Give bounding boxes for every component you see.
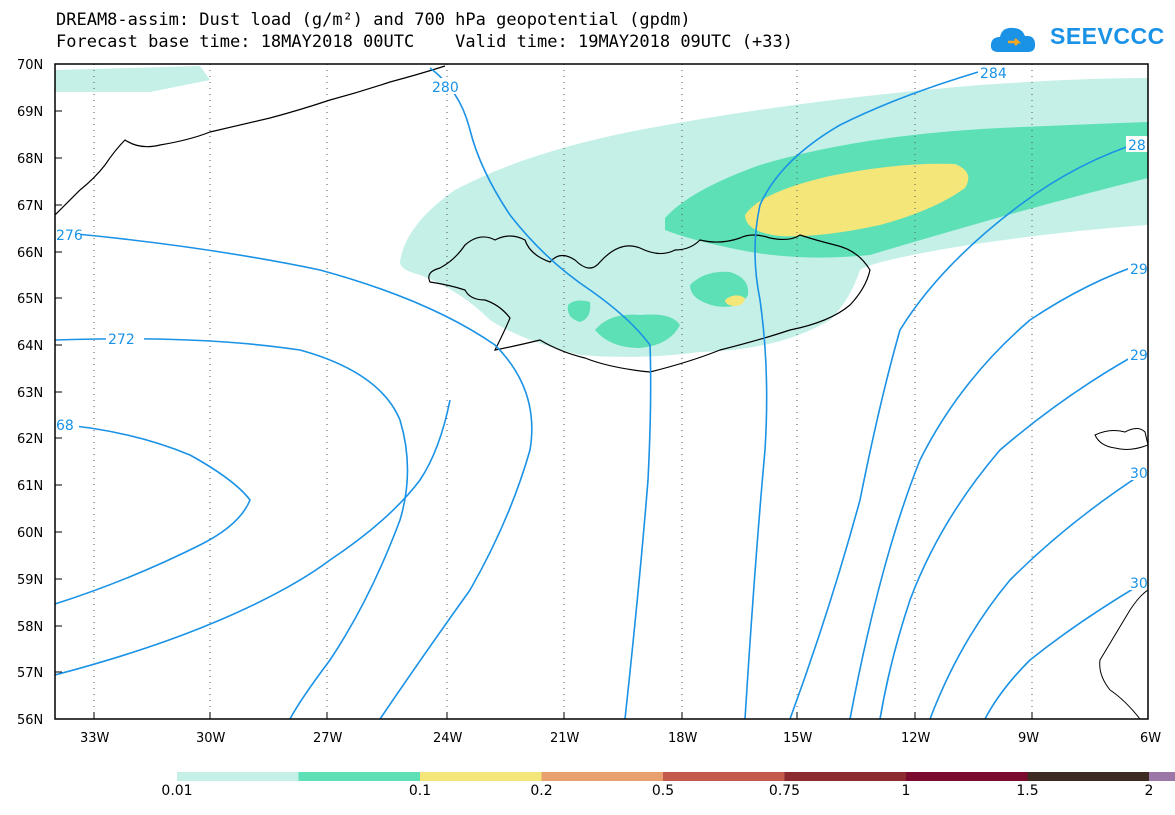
dust-area-0.2 [745, 163, 969, 237]
contour-label-29b: 29 [1130, 348, 1148, 364]
lat-label: 56N [17, 713, 43, 728]
lon-label: 9W [1018, 731, 1039, 746]
coastline-scotland [1099, 589, 1148, 719]
lon-label: 15W [783, 731, 813, 746]
lon-label: 27W [313, 731, 343, 746]
colorbar-swatch [1149, 772, 1175, 781]
dust-area-0.1-d [567, 300, 591, 322]
contour-label-29a: 29 [1130, 262, 1148, 278]
lat-label: 58N [17, 620, 43, 635]
colorbar [177, 772, 1175, 781]
lat-labels: 70N 69N 68N 67N 66N 65N 64N 63N 62N 61N … [17, 58, 43, 728]
lat-label: 60N [17, 526, 43, 541]
map-subtitle: Forecast base time: 18MAY2018 00UTC Vali… [56, 32, 793, 52]
lat-label: 68N [17, 152, 43, 167]
contour-label-30b: 30 [1130, 576, 1148, 592]
dust-area-0.01 [55, 66, 210, 92]
colorbar-label: 0.5 [651, 783, 675, 799]
coastline-iceland [428, 234, 871, 373]
colorbar-label: 2 [1144, 783, 1154, 799]
colorbar-label: 1.5 [1016, 783, 1039, 799]
colorbar-label: 0.1 [408, 783, 432, 799]
colorbar-swatch [906, 772, 1028, 781]
lat-label: 69N [17, 105, 43, 120]
lat-label: 62N [17, 432, 43, 447]
colorbar-swatch [1027, 772, 1150, 781]
dust-area-0.2-b [725, 295, 745, 306]
lon-labels: 33W 30W 27W 24W 21W 18W 15W 12W 9W 6W [80, 731, 1161, 746]
geopotential-contours [55, 67, 1148, 719]
colorbar-swatch [177, 772, 299, 781]
lat-axis [55, 63, 62, 673]
lat-label: 59N [17, 573, 43, 588]
map-title: DREAM8-assim: Dust load (g/m²) and 700 h… [56, 10, 691, 30]
contour-labels: 280 284 28 276 29 272 29 68 30 30 [55, 64, 1148, 592]
coastline-faroe [1094, 428, 1148, 450]
lat-label: 63N [17, 386, 43, 401]
contour-label-280: 280 [432, 80, 459, 96]
lat-label: 64N [17, 339, 43, 354]
colorbar-swatch [420, 772, 542, 781]
lat-label: 65N [17, 292, 43, 307]
contour-label-276: 276 [56, 228, 83, 244]
colorbar-swatch [541, 772, 664, 781]
contour-label-284: 284 [980, 66, 1007, 82]
logo-text: SEEVCCC [1050, 23, 1165, 49]
lat-label: 70N [17, 58, 43, 73]
colorbar-swatch [663, 772, 785, 781]
lon-label: 21W [550, 731, 580, 746]
colorbar-swatch [784, 772, 907, 781]
coastline-greenland [55, 65, 446, 216]
lon-label: 33W [80, 731, 110, 746]
colorbar-label: 0.01 [161, 783, 193, 799]
lon-label: 12W [901, 731, 931, 746]
lat-label: 66N [17, 246, 43, 261]
lon-label: 30W [196, 731, 226, 746]
colorbar-label: 1 [901, 783, 911, 799]
contour-label-272: 272 [108, 332, 135, 348]
contour-label-28: 28 [1128, 138, 1146, 154]
contour-label-30a: 30 [1130, 466, 1148, 482]
colorbar-label: 0.75 [768, 783, 801, 799]
colorbar-swatch [298, 772, 421, 781]
lat-label: 67N [17, 199, 43, 214]
cloud-icon [990, 27, 1036, 52]
lon-label: 24W [433, 731, 463, 746]
colorbar-label: 0.2 [530, 783, 553, 799]
contour-label-68: 68 [56, 418, 74, 434]
lon-axis [93, 712, 1033, 719]
lat-label: 61N [17, 479, 43, 494]
lon-label: 18W [668, 731, 698, 746]
lat-label: 57N [17, 666, 43, 681]
lon-label: 6W [1140, 731, 1161, 746]
